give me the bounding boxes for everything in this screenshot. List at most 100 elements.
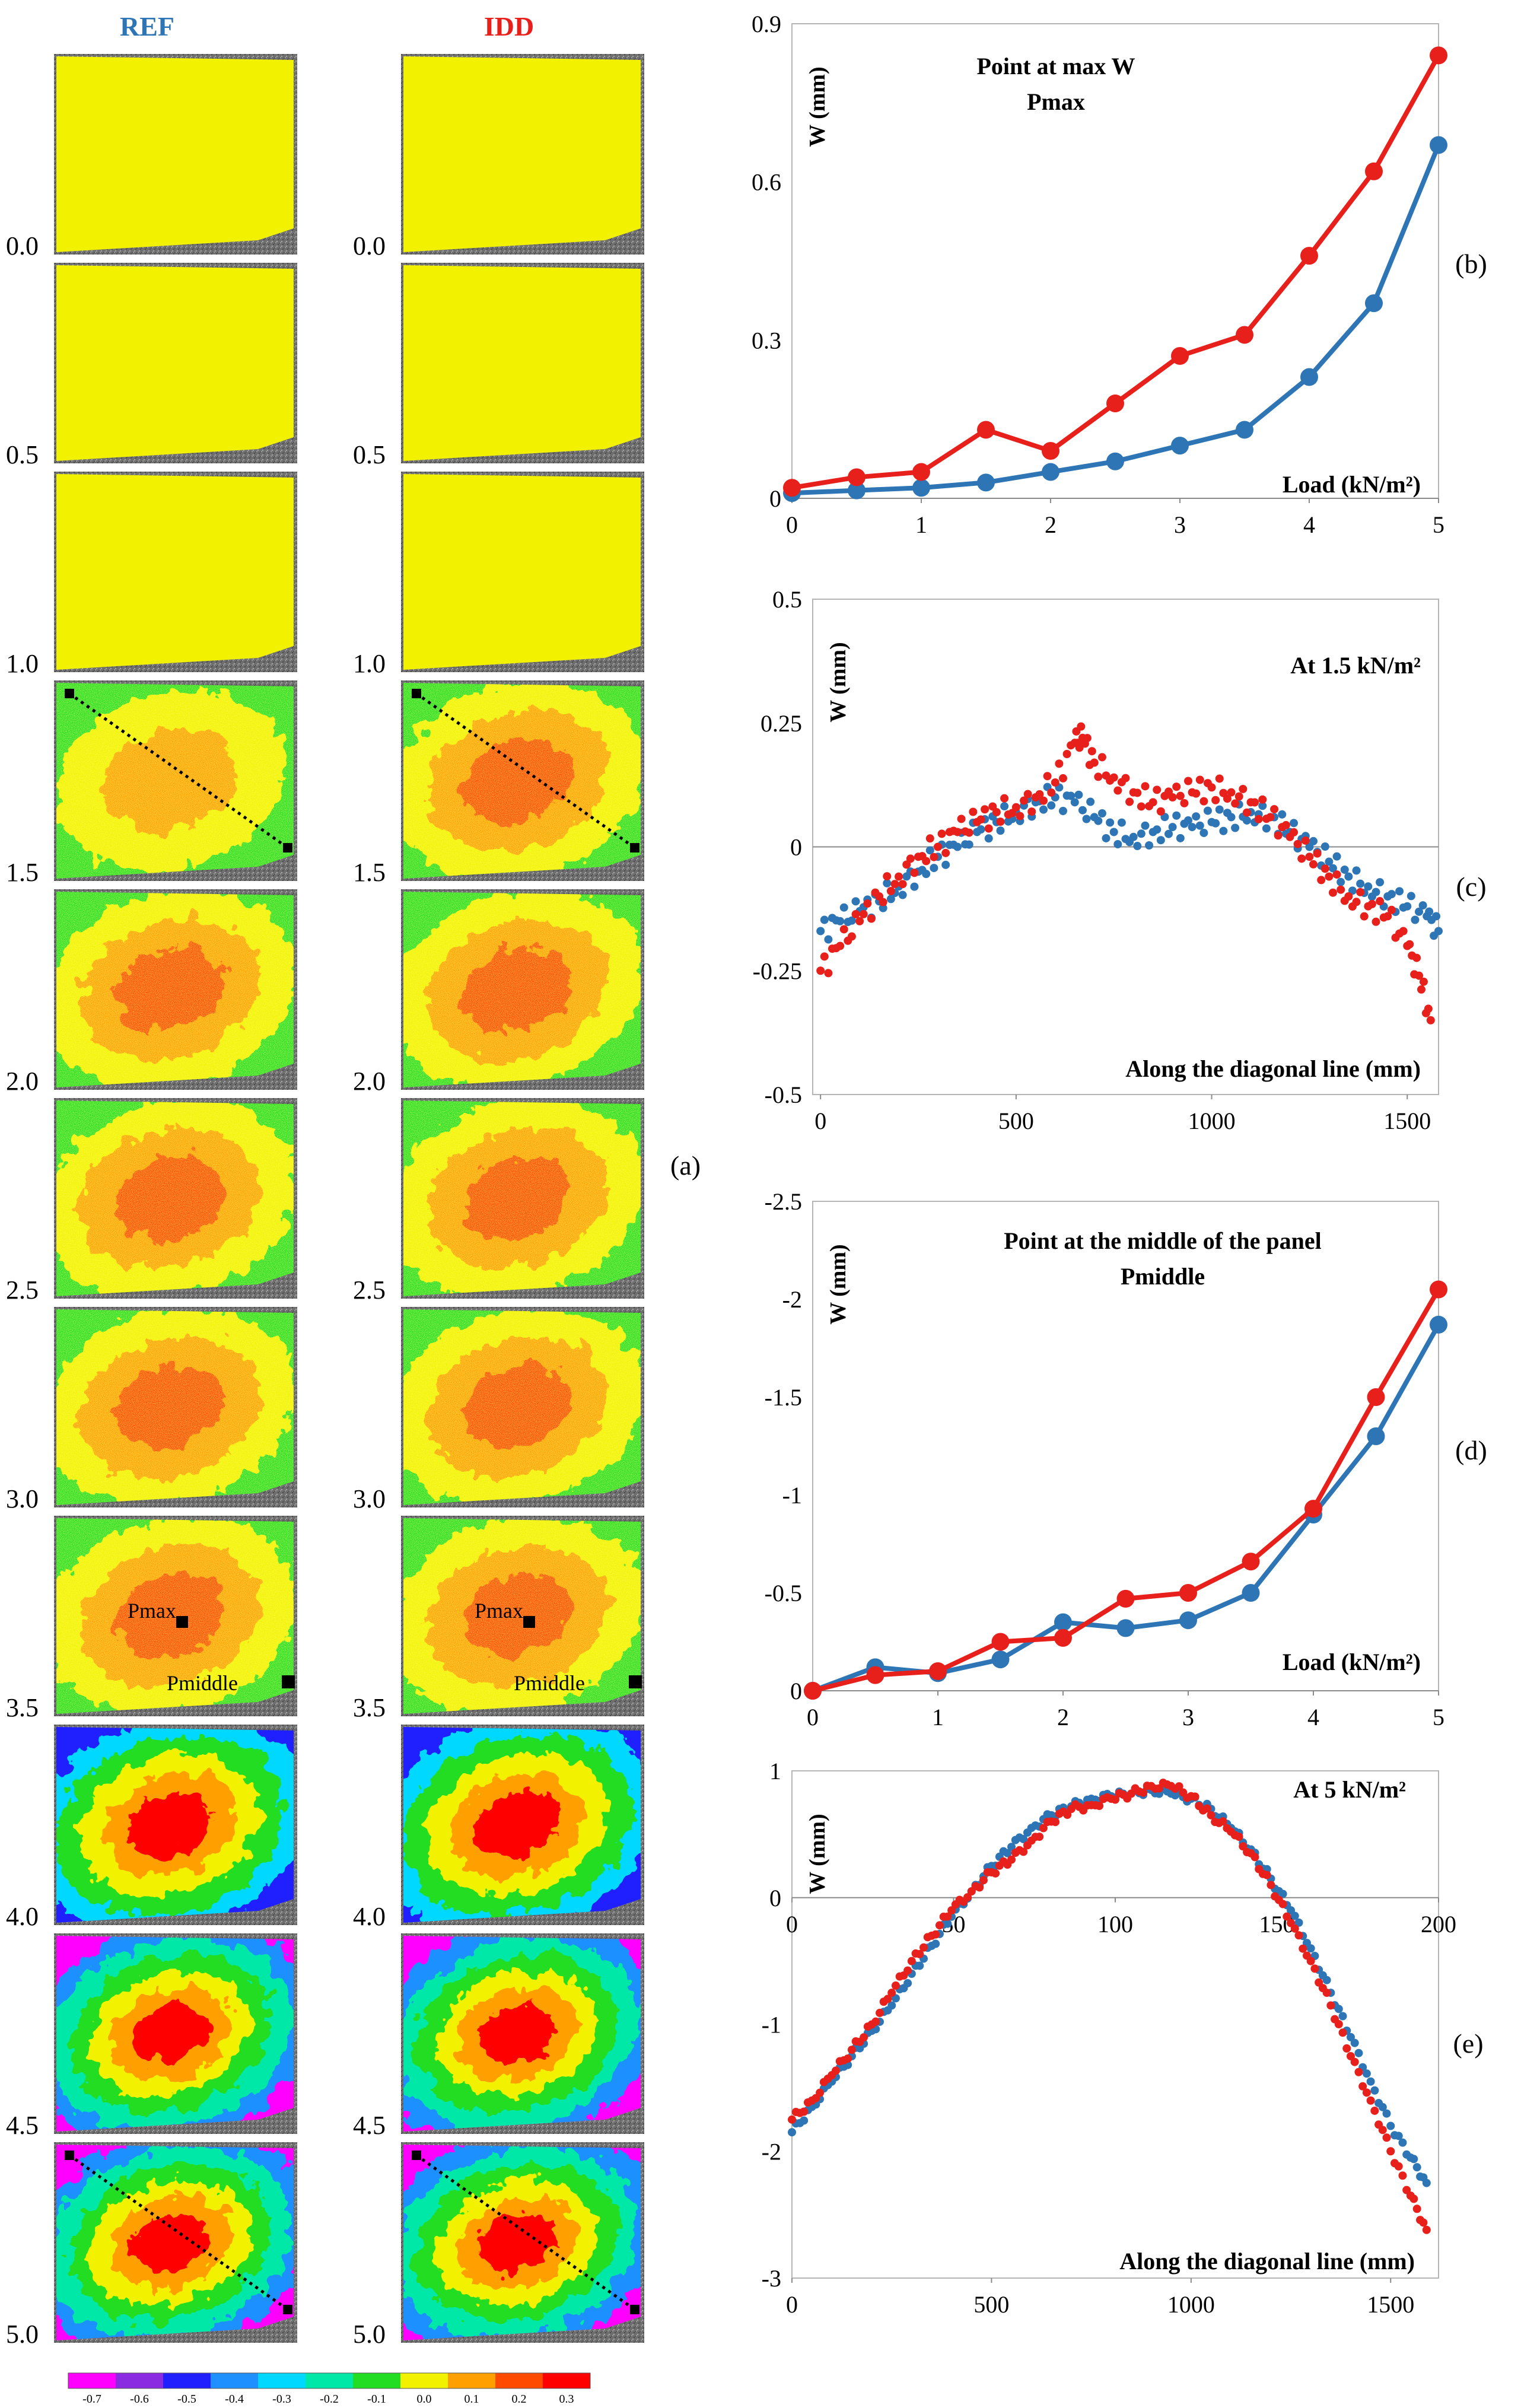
contour-map-idd-1.0 bbox=[401, 472, 644, 672]
data-point-idd bbox=[839, 925, 848, 934]
data-point-ref bbox=[1367, 1427, 1385, 1445]
data-point-ref bbox=[965, 840, 973, 849]
x-tick-label-b: 4 bbox=[1303, 511, 1315, 538]
data-point-idd bbox=[1382, 2133, 1391, 2142]
data-point-idd bbox=[919, 1943, 928, 1952]
data-point-idd bbox=[1211, 796, 1220, 804]
data-point-ref bbox=[848, 481, 865, 500]
data-point-idd bbox=[1313, 849, 1322, 858]
data-point-ref bbox=[1211, 819, 1220, 828]
data-point-idd bbox=[1239, 1842, 1248, 1851]
data-point-idd bbox=[1376, 897, 1385, 906]
data-point-idd bbox=[977, 421, 995, 439]
data-point-ref bbox=[1290, 819, 1299, 828]
data-point-idd bbox=[1175, 1782, 1183, 1791]
data-point-idd bbox=[1317, 876, 1326, 885]
data-point-ref bbox=[1432, 912, 1441, 921]
data-point-idd bbox=[1278, 1900, 1287, 1908]
data-point-idd bbox=[965, 828, 973, 837]
column-header-idd: IDD bbox=[484, 11, 534, 42]
data-point-idd bbox=[1231, 799, 1240, 808]
contour-map-ref-5.0 bbox=[54, 2142, 297, 2343]
data-point-idd bbox=[976, 815, 985, 824]
data-point-ref bbox=[1366, 2077, 1375, 2086]
data-point-idd bbox=[1398, 2171, 1407, 2180]
data-point-idd bbox=[886, 887, 895, 896]
data-point-ref bbox=[879, 904, 887, 912]
data-point-idd bbox=[1332, 870, 1341, 879]
series-idd-d bbox=[804, 1280, 1447, 1700]
data-point-idd bbox=[1109, 773, 1118, 782]
data-point-idd bbox=[1180, 799, 1189, 807]
data-point-ref bbox=[910, 882, 919, 891]
data-point-idd bbox=[953, 828, 962, 836]
x-tick-label-c: 500 bbox=[998, 1108, 1034, 1134]
load-label-ref-0.0: 0.0 bbox=[6, 231, 39, 260]
data-point-idd bbox=[824, 969, 833, 978]
data-point-ref bbox=[883, 879, 892, 888]
data-point-ref bbox=[1003, 1849, 1012, 1857]
data-point-idd bbox=[1011, 803, 1020, 812]
data-point-idd bbox=[1383, 912, 1392, 921]
y-tick-label-b: 0.6 bbox=[752, 169, 781, 196]
load-label-ref-3.5: 3.5 bbox=[6, 1693, 39, 1722]
data-point-idd bbox=[1184, 777, 1192, 785]
data-point-idd bbox=[1352, 898, 1361, 906]
load-label-ref-2.0: 2.0 bbox=[6, 1067, 39, 1096]
data-point-ref bbox=[1370, 2086, 1379, 2095]
contour-map-idd-0.5 bbox=[401, 263, 644, 463]
data-point-idd bbox=[1000, 794, 1009, 803]
data-point-ref bbox=[953, 842, 962, 851]
pmiddle-marker bbox=[629, 1675, 642, 1688]
y-tick-label-c: 0.25 bbox=[760, 710, 802, 737]
data-point-idd bbox=[1077, 722, 1086, 731]
data-point-ref bbox=[1137, 829, 1145, 838]
data-point-idd bbox=[1218, 1817, 1227, 1826]
contour-map-idd-1.5 bbox=[401, 680, 644, 881]
data-point-ref bbox=[1168, 823, 1177, 832]
data-point-idd bbox=[1409, 2194, 1418, 2203]
y-tick-label-c: 0 bbox=[790, 834, 802, 861]
data-point-idd bbox=[832, 2066, 841, 2075]
data-point-ref bbox=[1164, 829, 1173, 838]
load-label-ref-4.5: 4.5 bbox=[6, 2111, 39, 2140]
colorbar-tick-label: -0.5 bbox=[177, 2393, 196, 2406]
data-point-idd bbox=[1300, 247, 1318, 265]
data-point-idd bbox=[910, 869, 919, 877]
data-point-ref bbox=[1425, 907, 1434, 916]
data-point-idd bbox=[1062, 749, 1071, 758]
data-point-ref bbox=[1070, 798, 1079, 807]
data-point-ref bbox=[1294, 1918, 1303, 1927]
data-point-ref bbox=[976, 825, 985, 834]
colorbar-swatch-8 bbox=[448, 2373, 496, 2388]
colorbar-swatch-0 bbox=[68, 2373, 116, 2388]
data-point-ref bbox=[1141, 821, 1150, 830]
y-tick-label-b: 0.9 bbox=[752, 11, 781, 37]
data-point-ref bbox=[996, 826, 1005, 835]
data-point-idd bbox=[1202, 1804, 1211, 1813]
contour-map-grid: Pmax Pmiddle Pmax Pmiddle bbox=[54, 54, 644, 2343]
data-point-ref bbox=[1078, 806, 1087, 815]
data-point-idd bbox=[1281, 820, 1290, 829]
data-point-ref bbox=[1309, 836, 1318, 845]
data-point-ref bbox=[1320, 842, 1329, 851]
data-point-idd bbox=[1191, 1792, 1199, 1801]
data-point-idd bbox=[1063, 1810, 1072, 1819]
colorbar-swatch-7 bbox=[400, 2373, 448, 2388]
data-point-ref bbox=[915, 1961, 924, 1970]
data-point-ref bbox=[1156, 836, 1165, 845]
x-axis-label-c: Along the diagonal line (mm) bbox=[1125, 1055, 1421, 1082]
data-point-idd bbox=[866, 1666, 884, 1684]
data-point-ref bbox=[1242, 1584, 1260, 1602]
colorbar-swatch-3 bbox=[211, 2373, 259, 2388]
data-point-idd bbox=[1095, 1801, 1104, 1810]
load-label-ref-1.0: 1.0 bbox=[6, 649, 39, 678]
plot-area-b bbox=[791, 23, 1439, 499]
contour-map-ref-0.5 bbox=[54, 263, 297, 463]
data-point-ref bbox=[1047, 801, 1056, 810]
data-point-idd bbox=[1426, 1016, 1435, 1025]
contour-map-ref-0.0 bbox=[54, 54, 297, 255]
data-point-idd bbox=[1035, 1833, 1044, 1841]
data-point-idd bbox=[925, 834, 934, 843]
data-point-idd bbox=[1386, 2147, 1395, 2156]
